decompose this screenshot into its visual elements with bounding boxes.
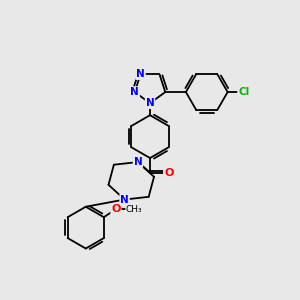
Text: N: N [130, 87, 139, 97]
Text: O: O [164, 168, 173, 178]
Text: N: N [146, 98, 154, 108]
Text: N: N [134, 157, 142, 167]
Text: O: O [111, 204, 121, 214]
Text: N: N [136, 69, 145, 79]
Text: Cl: Cl [238, 87, 249, 97]
Text: N: N [120, 194, 129, 205]
Text: CH₃: CH₃ [126, 205, 142, 214]
